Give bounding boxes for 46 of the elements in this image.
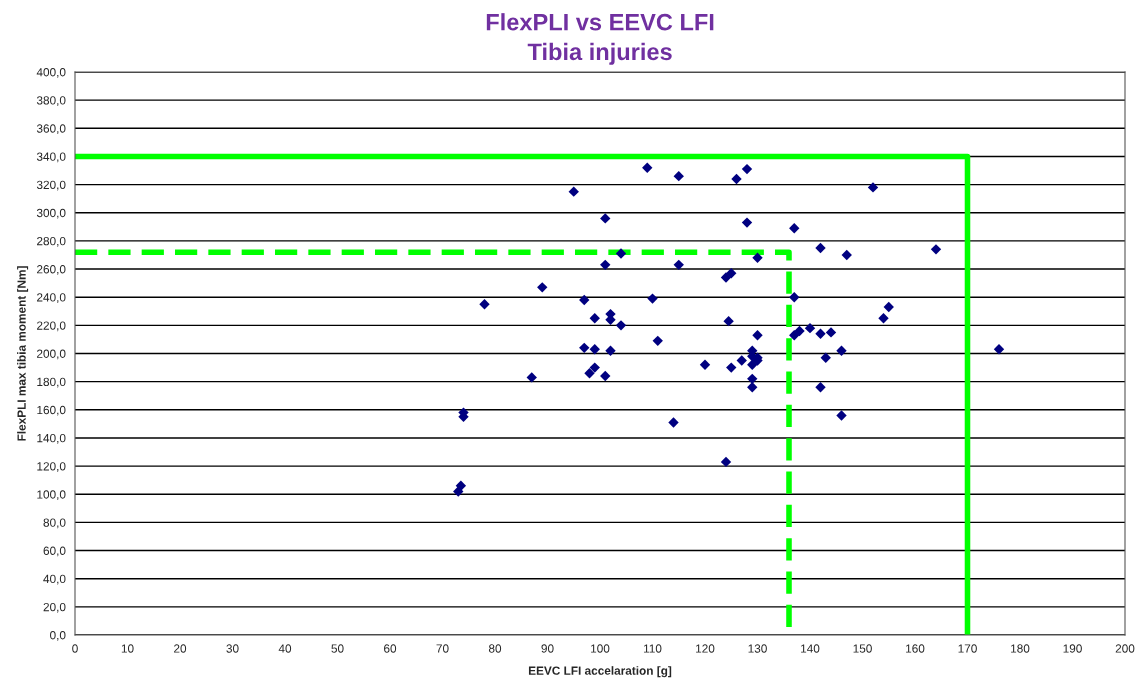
x-tick-label: 180 — [1011, 644, 1030, 653]
x-tick-label: 190 — [1063, 644, 1082, 653]
x-tick-label: 120 — [696, 644, 715, 653]
x-tick-label: 70 — [436, 644, 449, 653]
y-tick-label: 120,0 — [37, 462, 66, 472]
y-tick-label: 380,0 — [36, 96, 66, 106]
x-tick-label: 160 — [906, 644, 925, 653]
x-tick-label: 50 — [331, 644, 344, 653]
x-tick-label: 40 — [278, 644, 292, 653]
y-tick-label: 180,0 — [37, 377, 66, 388]
x-tick-label: 140 — [801, 644, 820, 653]
x-tick-label: 110 — [643, 644, 662, 653]
x-tick-label: 90 — [541, 644, 554, 653]
x-tick-label: 30 — [226, 644, 239, 653]
y-tick-label: 240,0 — [37, 293, 66, 303]
x-tick-label: 0 — [72, 644, 78, 653]
y-tick-label: 200,0 — [37, 349, 66, 360]
x-tick-label: 100 — [591, 644, 610, 653]
x-tick-label: 60 — [384, 644, 397, 653]
y-tick-label: 280,0 — [37, 236, 66, 247]
x-tick-label: 80 — [488, 644, 502, 653]
y-tick-label: 360,0 — [36, 124, 66, 135]
y-tick-label: 220,0 — [37, 321, 66, 332]
y-tick-label: 340,0 — [36, 152, 66, 163]
x-tick-label: 200 — [1115, 644, 1135, 653]
y-tick-label: 0,0 — [50, 631, 66, 641]
y-tick-label: 100,0 — [37, 490, 66, 501]
y-tick-label: 60,0 — [43, 546, 66, 557]
y-tick-label: 140,0 — [37, 433, 66, 444]
y-tick-label: 320,0 — [36, 180, 66, 191]
chart-title: FlexPLI vs EEVC LFI — [486, 13, 714, 31]
y-axis-title: FlexPLI max tibia moment [Nm] — [17, 266, 29, 441]
y-tick-label: 40,0 — [43, 574, 66, 585]
x-tick-label: 150 — [853, 644, 872, 653]
chart-subtitle: Tibia injuries — [527, 42, 672, 65]
y-tick-label: 400,0 — [36, 68, 66, 78]
x-tick-label: 20 — [174, 644, 187, 653]
x-tick-label: 130 — [748, 644, 767, 653]
x-tick-label: 170 — [958, 644, 977, 653]
x-tick-label: 10 — [121, 644, 134, 653]
y-tick-label: 20,0 — [43, 602, 66, 613]
y-tick-label: 80,0 — [43, 518, 66, 529]
y-tick-label: 260,0 — [37, 265, 66, 275]
y-tick-label: 160,0 — [37, 405, 66, 416]
y-tick-label: 300,0 — [36, 208, 66, 219]
x-axis-title: EEVC LFI accelaration [g] — [528, 666, 672, 678]
